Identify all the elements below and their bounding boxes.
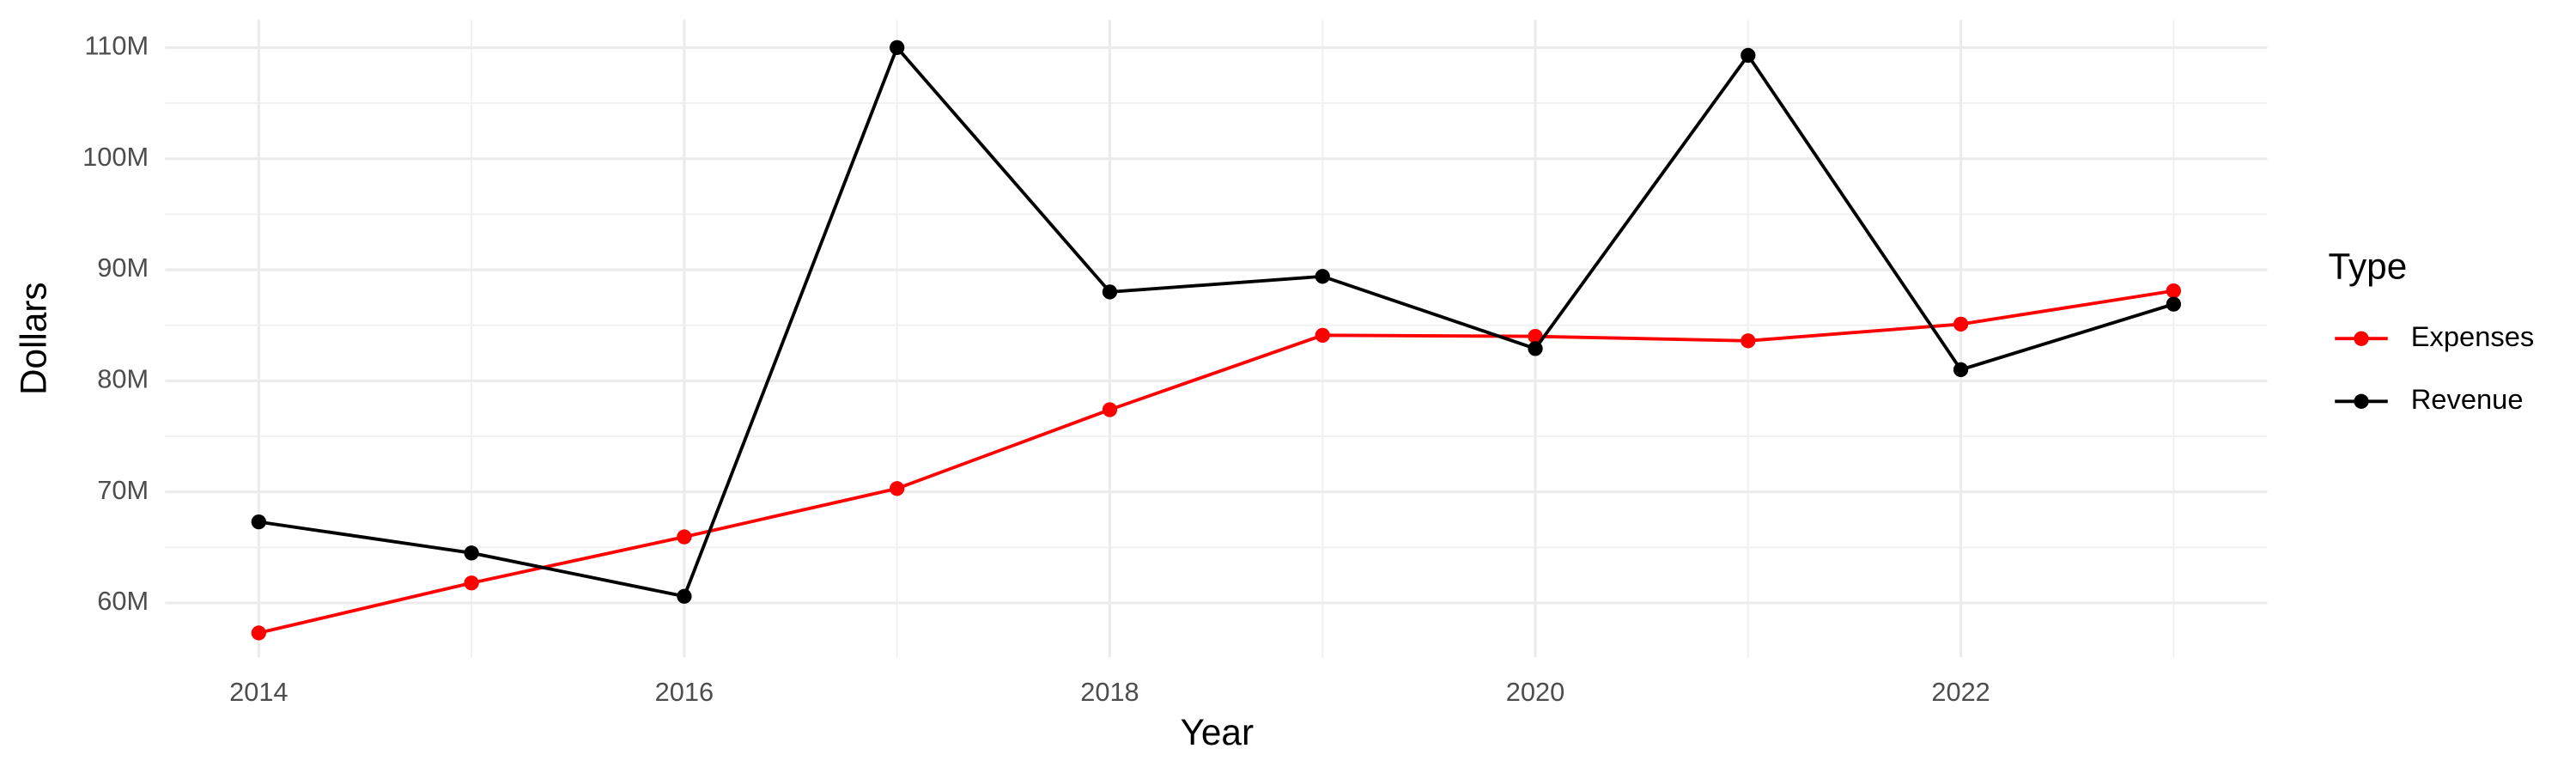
- x-tick-label: 2016: [655, 677, 714, 707]
- legend-label: Expenses: [2411, 320, 2535, 352]
- series-line: [258, 44, 2174, 599]
- data-point: [890, 481, 905, 496]
- legend-label: Revenue: [2411, 383, 2524, 415]
- legend-key-point: [2354, 331, 2369, 346]
- y-tick-label: 110M: [84, 31, 149, 61]
- data-point: [677, 529, 692, 545]
- x-tick-label: 2020: [1506, 677, 1564, 707]
- data-point: [1741, 47, 1756, 64]
- data-point: [1102, 284, 1118, 300]
- y-tick-label: 100M: [82, 142, 149, 172]
- legend-key-point: [2354, 393, 2369, 409]
- data-point: [677, 588, 692, 604]
- x-tick-label: 2018: [1080, 677, 1139, 707]
- x-tick-label: 2014: [229, 677, 288, 707]
- legend-title: Type: [2329, 247, 2408, 287]
- data-point: [1528, 341, 1543, 356]
- data-point: [1953, 362, 1969, 378]
- x-tick-label: 2022: [1931, 677, 1990, 707]
- data-point: [1315, 327, 1330, 344]
- y-tick-label: 80M: [97, 363, 149, 393]
- data-point: [1528, 328, 1543, 344]
- data-point: [1315, 269, 1330, 284]
- data-point: [1953, 316, 1969, 332]
- x-axis-title: Year: [1181, 712, 1254, 752]
- data-point: [251, 625, 266, 641]
- data-point: [464, 545, 479, 561]
- y-axis-title: Dollars: [13, 282, 53, 395]
- data-point: [2166, 283, 2182, 299]
- data-point: [1741, 333, 1756, 349]
- data-point: [464, 575, 479, 591]
- data-point: [251, 514, 266, 530]
- data-point: [890, 40, 905, 56]
- data-point: [1102, 402, 1118, 417]
- y-tick-label: 60M: [97, 586, 149, 616]
- series-line: [258, 289, 2174, 635]
- y-tick-label: 90M: [97, 253, 149, 283]
- data-point: [2166, 296, 2182, 312]
- y-tick-label: 70M: [97, 475, 149, 505]
